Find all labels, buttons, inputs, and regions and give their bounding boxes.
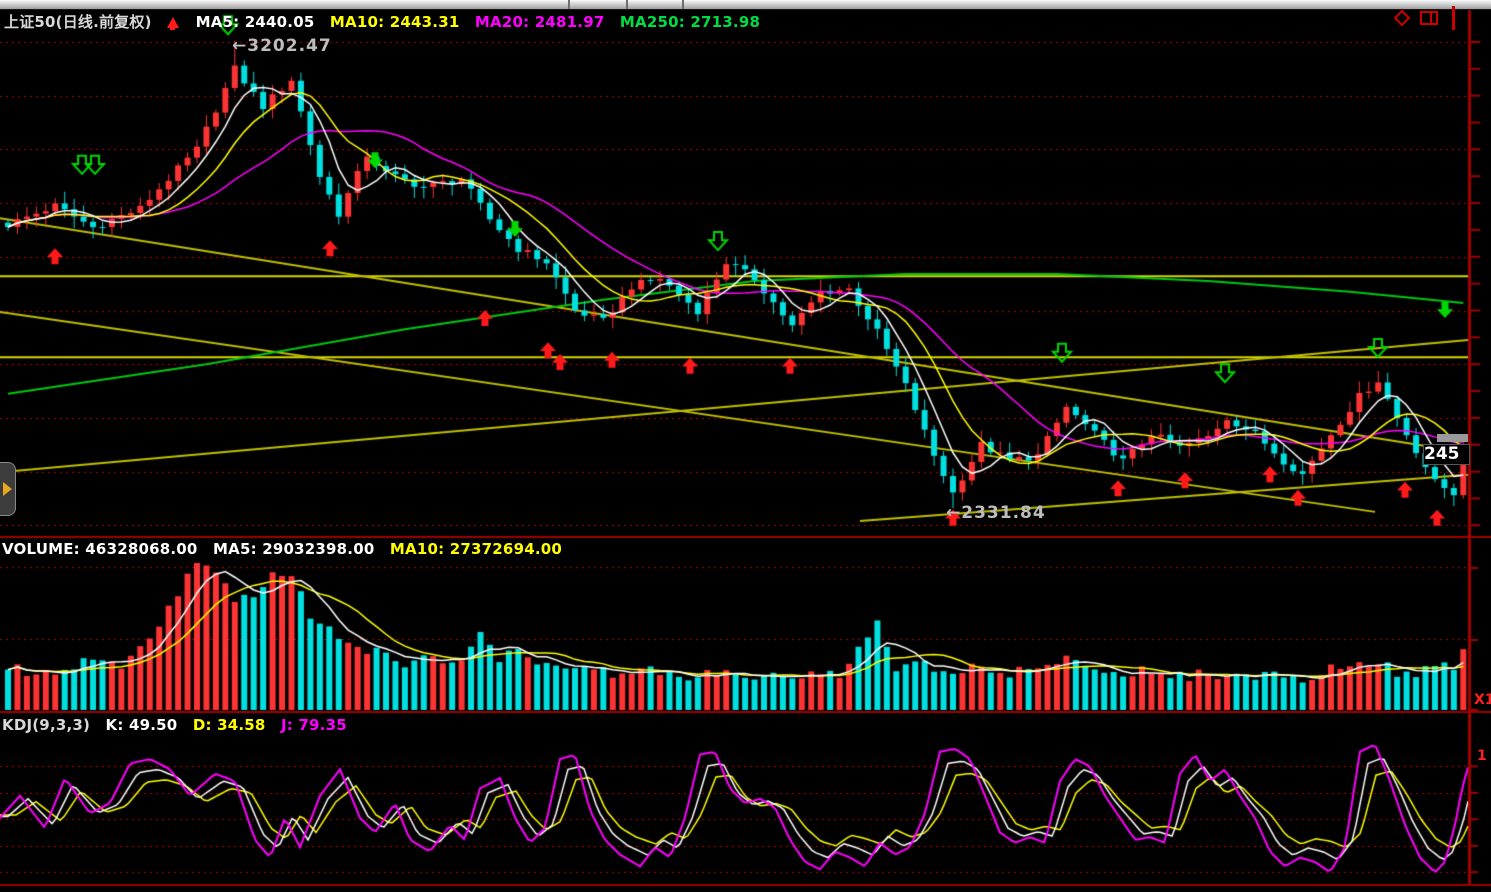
ma250-readout: MA250: 2713.98 <box>619 13 761 31</box>
symbol-title: 上证50(日线.前复权) <box>4 13 152 31</box>
axis-highlight-box <box>1437 434 1468 442</box>
ma10-readout: MA10: 2443.31 <box>329 13 460 31</box>
kdj-axis-label: 1 <box>1477 748 1487 764</box>
tab-divider <box>626 0 628 9</box>
main-chart-header: 上证50(日线.前复权) MA5: 2440.05 MA10: 2443.31 … <box>4 11 770 32</box>
split-window-icon[interactable] <box>1419 9 1439 27</box>
volume-ma10-readout: MA10: 27372694.00 <box>389 540 563 558</box>
volume-ma5-readout: MA5: 29032398.00 <box>213 540 375 558</box>
ma20-readout: MA20: 2481.97 <box>474 13 605 31</box>
trend-up-arrow-icon <box>167 13 180 31</box>
peak-arrow-icon: ← <box>232 36 248 56</box>
toolbar-divider-line <box>1452 6 1455 30</box>
expand-arrow-icon <box>3 482 12 496</box>
kdj-k-readout: K: 49.50 <box>105 716 178 734</box>
diamond-tool-icon[interactable] <box>1393 9 1411 27</box>
tab-divider <box>568 0 570 9</box>
trough-arrow-icon: ← <box>946 503 962 523</box>
window-titlebar-strip[interactable] <box>0 0 1491 10</box>
volume-unit-label: X1 <box>1474 692 1491 708</box>
sidebar-expand-handle[interactable] <box>0 462 16 516</box>
kdj-d-readout: D: 34.58 <box>192 716 266 734</box>
kdj-header: KDJ(9,3,3) K: 49.50 D: 34.58 J: 79.35 <box>2 716 357 734</box>
chart-toolbar-icons <box>1393 7 1439 29</box>
ma5-readout: MA5: 2440.05 <box>195 13 315 31</box>
kdj-title: KDJ(9,3,3) <box>2 716 91 734</box>
volume-header: VOLUME: 46328068.00 MA5: 29032398.00 MA1… <box>2 540 572 558</box>
last-price-tag: 245 <box>1423 444 1470 465</box>
tab-divider <box>682 0 684 9</box>
kdj-j-readout: J: 79.35 <box>281 716 347 734</box>
trough-price-annotation: ←2331.84 <box>946 503 1046 523</box>
volume-readout: VOLUME: 46328068.00 <box>2 540 198 558</box>
peak-price-annotation: ←3202.47 <box>232 36 332 56</box>
